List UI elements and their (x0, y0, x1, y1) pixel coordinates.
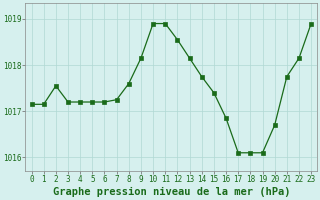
X-axis label: Graphe pression niveau de la mer (hPa): Graphe pression niveau de la mer (hPa) (52, 187, 290, 197)
